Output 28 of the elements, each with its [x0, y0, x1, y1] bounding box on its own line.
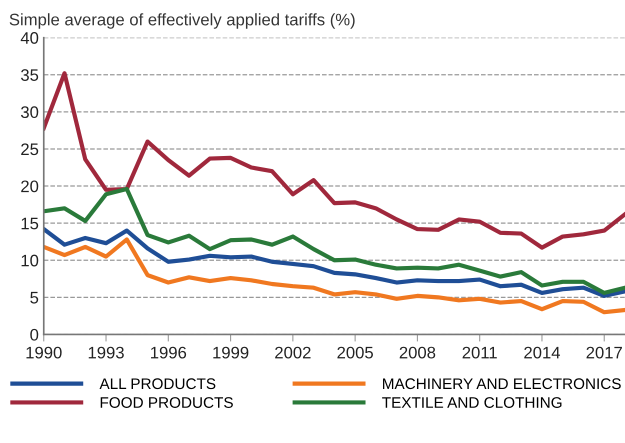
legend-label: FOOD PRODUCTS — [100, 397, 233, 408]
y-tick-label: 35 — [20, 69, 38, 81]
legend-label: MACHINERY AND ELECTRONICS — [383, 378, 621, 390]
y-tick-label: 20 — [21, 180, 38, 192]
y-tick-label: 10 — [22, 254, 38, 266]
x-tick-label: 2017 — [586, 346, 622, 359]
line-series — [44, 227, 625, 298]
x-tick-label: 2008 — [400, 346, 436, 359]
y-tick-label: 30 — [20, 106, 38, 118]
x-tick-label: 1990 — [26, 346, 62, 359]
x-tick-label: 1993 — [88, 346, 124, 359]
y-tick-label: 40 — [20, 32, 38, 44]
chart-title: Simple average of effectively applied tariffs (%) — [10, 13, 355, 29]
line-series — [44, 71, 625, 250]
x-tick-label: 2011 — [462, 346, 497, 359]
x-tick-label: 2005 — [337, 346, 373, 359]
y-tick-label: 25 — [21, 143, 38, 156]
legend-label: ALL PRODUCTS — [100, 378, 216, 390]
line-series — [44, 186, 625, 295]
legend-label: TEXTILE AND CLOTHING — [382, 397, 562, 408]
x-tick-label: 1999 — [213, 346, 248, 359]
y-tick-label: 15 — [22, 218, 38, 230]
y-tick-label: 5 — [30, 292, 38, 304]
x-tick-label: 1996 — [151, 346, 186, 359]
line-series — [44, 237, 625, 314]
x-tick-label: 2014 — [524, 346, 560, 359]
y-tick-label: 0 — [30, 328, 38, 341]
x-tick-label: 2002 — [275, 346, 311, 359]
